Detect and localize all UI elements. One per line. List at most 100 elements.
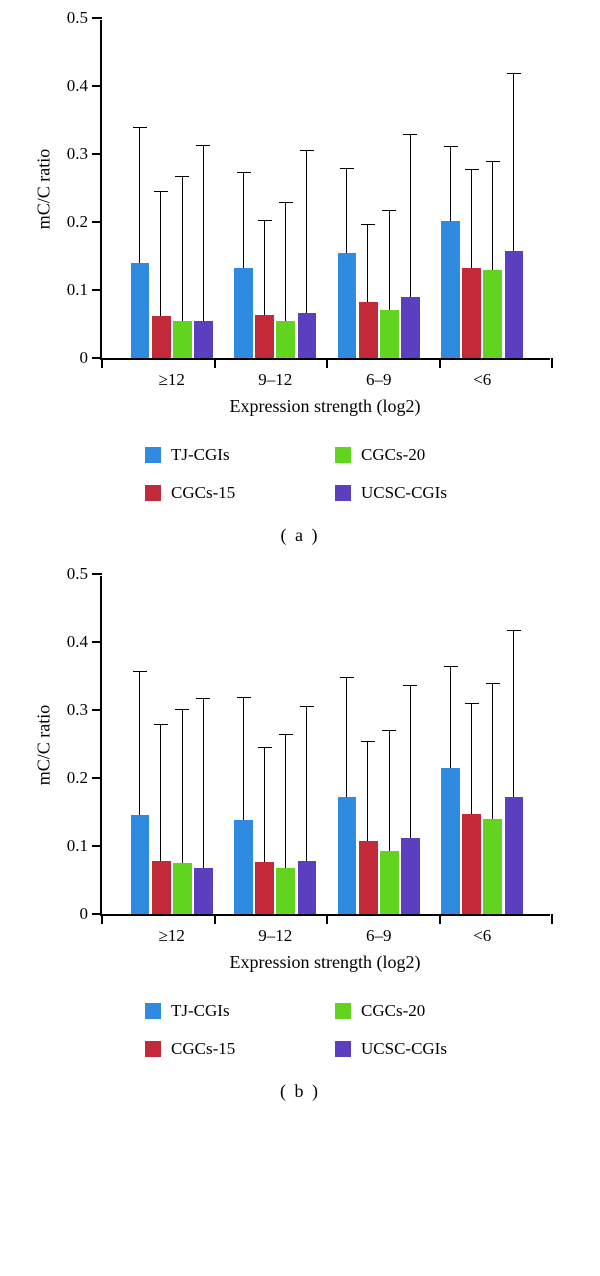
- error-bar: [139, 128, 140, 263]
- legend-item: CGCs-20: [335, 1001, 505, 1021]
- y-tick-label: 0.1: [67, 836, 88, 856]
- bar: [131, 263, 150, 358]
- legend-label: UCSC-CGIs: [361, 483, 447, 503]
- error-bar: [346, 677, 347, 797]
- bar: [505, 251, 524, 358]
- error-cap: [382, 210, 396, 211]
- y-tick: [92, 709, 102, 711]
- error-bar: [243, 697, 244, 820]
- bar: [462, 814, 481, 914]
- error-cap: [258, 747, 272, 748]
- legend-swatch: [335, 485, 351, 501]
- error-cap: [279, 202, 293, 203]
- bar: [234, 820, 253, 914]
- plot-area: 00.10.20.30.40.5mC/C ratio≥129–126–9<6: [100, 576, 550, 916]
- x-tick: [551, 914, 553, 924]
- error-cap: [237, 172, 251, 173]
- y-tick: [92, 221, 102, 223]
- x-axis-title: Expression strength (log2): [100, 952, 550, 973]
- error-bar: [450, 146, 451, 221]
- x-tick-label: 6–9: [366, 370, 392, 390]
- error-bar: [160, 724, 161, 861]
- error-cap: [465, 703, 479, 704]
- y-tick-label: 0.2: [67, 212, 88, 232]
- bar: [462, 268, 481, 358]
- legend-swatch: [145, 485, 161, 501]
- legend-item: CGCs-20: [335, 445, 505, 465]
- bar: [483, 819, 502, 914]
- y-tick: [92, 85, 102, 87]
- legend-item: UCSC-CGIs: [335, 1039, 505, 1059]
- legend-label: CGCs-20: [361, 1001, 425, 1021]
- legend-label: CGCs-20: [361, 445, 425, 465]
- error-cap: [175, 709, 189, 710]
- bar: [401, 297, 420, 358]
- x-tick: [326, 358, 328, 368]
- legend-swatch: [335, 447, 351, 463]
- x-tick: [326, 914, 328, 924]
- error-cap: [444, 146, 458, 147]
- error-bar: [285, 202, 286, 321]
- error-bar: [367, 741, 368, 841]
- error-cap: [403, 685, 417, 686]
- legend-swatch: [335, 1003, 351, 1019]
- bar: [173, 863, 192, 914]
- x-tick-label: <6: [473, 370, 491, 390]
- legend-label: UCSC-CGIs: [361, 1039, 447, 1059]
- error-cap: [175, 176, 189, 177]
- error-cap: [361, 741, 375, 742]
- x-tick: [214, 358, 216, 368]
- y-tick-label: 0: [80, 904, 89, 924]
- error-bar: [450, 666, 451, 768]
- error-cap: [133, 671, 147, 672]
- x-tick-label: 9–12: [258, 370, 292, 390]
- bar: [276, 321, 295, 358]
- y-tick-label: 0: [80, 348, 89, 368]
- error-bar: [203, 145, 204, 320]
- error-cap: [382, 730, 396, 731]
- error-bar: [160, 191, 161, 315]
- error-bar: [513, 630, 514, 797]
- error-bar: [264, 220, 265, 315]
- bar: [131, 815, 150, 914]
- panel-label: ( b ): [20, 1081, 580, 1102]
- y-tick: [92, 289, 102, 291]
- chart-panel: 00.10.20.30.40.5mC/C ratio≥129–126–9<6 Ex…: [20, 576, 580, 1102]
- legend-item: CGCs-15: [145, 483, 315, 503]
- y-tick-label: 0.4: [67, 76, 88, 96]
- error-cap: [154, 724, 168, 725]
- x-tick-label: <6: [473, 926, 491, 946]
- error-cap: [133, 127, 147, 128]
- bar: [152, 316, 171, 358]
- legend-swatch: [145, 1003, 161, 1019]
- bar: [441, 768, 460, 914]
- bar: [338, 797, 357, 914]
- bar: [194, 321, 213, 358]
- error-cap: [403, 134, 417, 135]
- x-tick: [551, 358, 553, 368]
- error-cap: [340, 677, 354, 678]
- error-cap: [486, 161, 500, 162]
- legend-item: CGCs-15: [145, 1039, 315, 1059]
- y-tick-label: 0.4: [67, 632, 88, 652]
- x-tick-label: ≥12: [159, 370, 185, 390]
- bar: [380, 851, 399, 914]
- error-cap: [444, 666, 458, 667]
- bar: [152, 861, 171, 914]
- legend-item: UCSC-CGIs: [335, 483, 505, 503]
- legend-item: TJ-CGIs: [145, 1001, 315, 1021]
- legend-label: CGCs-15: [171, 483, 235, 503]
- error-cap: [196, 145, 210, 146]
- y-tick-label: 0.5: [67, 564, 88, 584]
- x-tick: [101, 358, 103, 368]
- y-tick-label: 0.5: [67, 8, 88, 28]
- error-cap: [279, 734, 293, 735]
- error-cap: [237, 697, 251, 698]
- error-bar: [346, 168, 347, 253]
- error-bar: [492, 683, 493, 819]
- y-tick: [92, 641, 102, 643]
- error-cap: [486, 683, 500, 684]
- error-bar: [367, 224, 368, 302]
- legend-label: TJ-CGIs: [171, 1001, 230, 1021]
- bar: [234, 268, 253, 358]
